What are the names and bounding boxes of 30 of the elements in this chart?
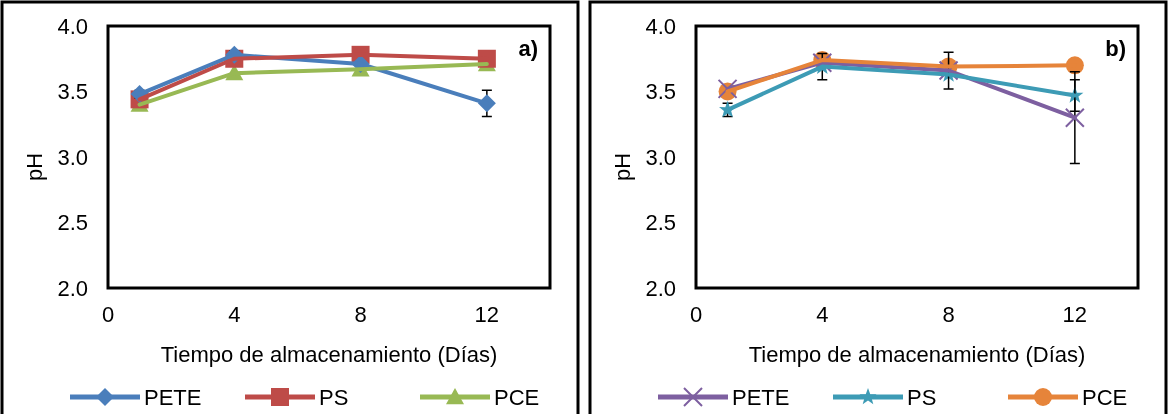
x-tick-label: 4 [228, 301, 241, 327]
y-tick-label: 2.5 [57, 210, 88, 236]
x-tick-label: 8 [354, 301, 367, 327]
y-tick-label: 2.5 [645, 210, 676, 236]
legend-label: PS [319, 384, 349, 410]
y-tick-label: 4.0 [57, 13, 88, 39]
y-tick-label: 2.0 [57, 275, 88, 301]
y-tick-label: 3.5 [57, 79, 88, 105]
annotation: b) [1105, 36, 1126, 61]
y-tick-label: 4.0 [645, 13, 676, 39]
y-tick-label: 3.5 [645, 79, 676, 105]
x-tick-label: 0 [689, 301, 703, 327]
x-tick-label: 8 [942, 301, 955, 327]
annotation: a) [518, 36, 538, 61]
legend-label: PCE [494, 384, 540, 410]
y-axis-title: pH [610, 152, 635, 182]
x-axis-title: Tiempo de almacenamiento (Días) [748, 342, 1086, 367]
y-tick-label: 2.0 [645, 275, 676, 301]
legend-label: PCE [1082, 384, 1128, 410]
x-tick-label: 12 [1062, 301, 1088, 327]
y-tick-label: 3.0 [57, 144, 88, 170]
y-tick-label: 3.0 [645, 144, 676, 170]
x-tick-label: 4 [816, 301, 829, 327]
y-axis-title: pH [22, 152, 47, 182]
x-tick-label: 12 [474, 301, 500, 327]
x-axis-title: Tiempo de almacenamiento (Días) [160, 342, 498, 367]
legend-label: PETE [144, 384, 202, 410]
legend-label: PETE [732, 384, 790, 410]
legend-label: PS [907, 384, 937, 410]
x-tick-label: 0 [101, 301, 115, 327]
